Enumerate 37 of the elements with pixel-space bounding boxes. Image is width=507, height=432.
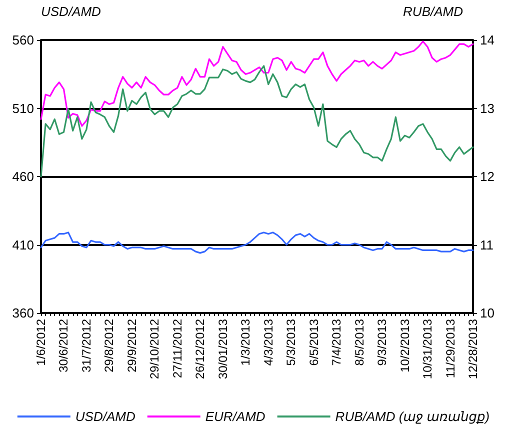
x-tick-label: 30/6/2012	[56, 318, 71, 372]
y2-tick-label: 14	[480, 32, 494, 48]
y2-tick-label: 11	[480, 237, 494, 252]
x-tick-label: 26/12/2012	[193, 318, 208, 380]
y2-tick-label: 12	[480, 169, 494, 184]
x-tick-label: 29/9/2012	[124, 318, 139, 372]
legend-label: EUR/AMD	[205, 409, 266, 424]
x-tick-label: 1/6/2012	[34, 318, 48, 366]
y-tick-label: 510	[12, 100, 34, 116]
x-tick-label: 10/31/2013	[420, 318, 435, 380]
x-tick-label: 31/7/2012	[79, 318, 94, 372]
x-tick-label: 4/3/2013	[261, 318, 276, 366]
y-tick-label: 460	[12, 169, 34, 184]
x-tick-label: 27/11/2012	[170, 318, 184, 378]
x-tick-label: 30/01/2013	[216, 318, 230, 380]
legend-label: USD/AMD	[75, 409, 136, 424]
y2-tick-label: 13	[480, 100, 494, 116]
line-series	[40, 65, 474, 178]
x-tick-label: 9/3/2013	[375, 318, 390, 366]
y-tick-label: 360	[12, 306, 34, 320]
x-tick-label: 7/4/2013	[330, 318, 344, 366]
legend-label: RUB/AMD (աջ առանցք)	[335, 409, 490, 424]
y-tick-label: 410	[12, 237, 34, 252]
line-series	[40, 232, 474, 254]
x-tick-label: 12/28/2013	[466, 318, 480, 380]
x-tick-label: 11/29/2013	[443, 318, 458, 378]
x-tick-label: 8/5/2013	[352, 318, 366, 366]
x-tick-label: 29/8/2012	[102, 318, 116, 372]
y-tick-label: 560	[12, 32, 34, 48]
x-tick-label: 10/2/2013	[398, 318, 412, 372]
x-tick-label: 29/10/2012	[148, 318, 162, 380]
x-tick-label: 6/5/2013	[306, 318, 321, 366]
x-tick-label: 5/3/2013	[284, 318, 298, 366]
y2-tick-label: 10	[480, 306, 494, 320]
y-axis-title: USD/AMD	[41, 4, 101, 19]
x-tick-label: 1/3/2013	[238, 318, 253, 366]
y2-axis-title: RUB/AMD	[403, 4, 463, 19]
